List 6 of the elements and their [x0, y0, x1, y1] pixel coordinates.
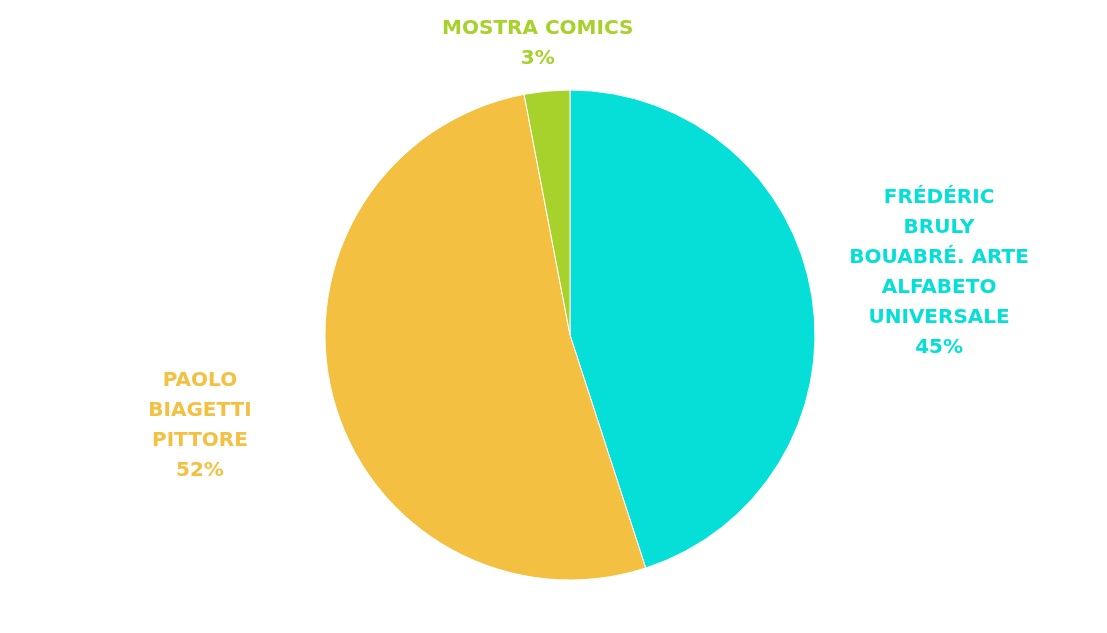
slice-label: FRÉDÉRIC BRULY BOUABRÉ. ARTE ALFABETO UNIVERSALE: [849, 183, 1029, 328]
slice-label: PAOLO BIAGETTI PITTORE: [148, 366, 252, 451]
data-label: 52%: [176, 456, 224, 481]
data-label: 45%: [915, 333, 964, 358]
slice-label: MOSTRA COMICS: [442, 14, 634, 39]
data-label: 3%: [520, 44, 555, 69]
